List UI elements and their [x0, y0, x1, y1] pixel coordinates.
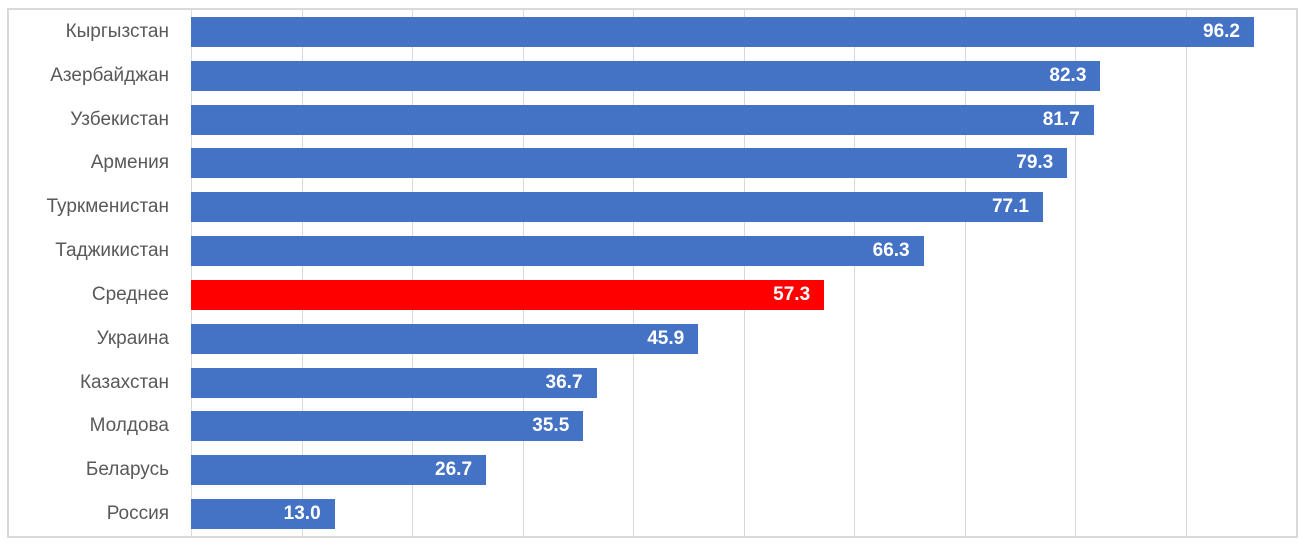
bar-chart: Кыргызстан 96.2 Азербайджан 82.3 Узбекистан 8… [7, 8, 1298, 538]
bar-row: Туркменистан 77.1 [9, 185, 1296, 229]
bar-row: Казахстан 36.7 [9, 361, 1296, 405]
plot-cell: 77.1 [191, 185, 1296, 229]
gridline [743, 10, 745, 536]
bar-row: Украина 45.9 [9, 317, 1296, 361]
plot-cell: 96.2 [191, 10, 1296, 54]
plot-cell: 81.7 [191, 98, 1296, 142]
value-label: 79.3 [1016, 152, 1054, 174]
bar-rows: Кыргызстан 96.2 Азербайджан 82.3 Узбекистан 8… [9, 10, 1296, 536]
value-label: 82.3 [1049, 64, 1087, 86]
category-label: Среднее [91, 283, 169, 305]
bar: 35.5 [191, 411, 584, 442]
plot-cell: 82.3 [191, 54, 1296, 98]
bar-row: Молдова 35.5 [9, 404, 1296, 448]
category-label: Узбекистан [70, 108, 169, 130]
bar-row: Среднее 57.3 [9, 273, 1296, 317]
plot-cell: 79.3 [191, 141, 1296, 185]
category-label: Таджикистан [55, 240, 169, 262]
plot-cell: 13.0 [191, 492, 1296, 536]
bar: 81.7 [191, 104, 1094, 135]
bar-row: Армения 79.3 [9, 141, 1296, 185]
bar: 66.3 [191, 236, 924, 267]
value-label: 57.3 [773, 283, 811, 305]
gridline [964, 10, 966, 536]
plot-cell: 35.5 [191, 404, 1296, 448]
bar-average-highlight: 57.3 [191, 279, 825, 310]
gridline [522, 10, 524, 536]
category-label: Армения [90, 152, 169, 174]
category-label: Туркменистан [46, 196, 170, 218]
category-label: Азербайджан [50, 64, 169, 86]
plot-cell: 66.3 [191, 229, 1296, 273]
gridline [191, 10, 192, 536]
value-label: 45.9 [647, 327, 685, 349]
bar-row: Россия 13.0 [9, 492, 1296, 536]
bar-row: Беларусь 26.7 [9, 448, 1296, 492]
value-label: 35.5 [532, 415, 570, 437]
value-label: 26.7 [435, 459, 473, 481]
gridlines-layer [191, 10, 1297, 536]
gridline [412, 10, 413, 536]
plot-cell: 57.3 [191, 273, 1296, 317]
bar-row: Узбекистан 81.7 [9, 98, 1296, 142]
category-label: Кыргызстан [65, 20, 169, 42]
bar-row: Азербайджан 82.3 [9, 54, 1296, 98]
value-label: 77.1 [991, 196, 1029, 218]
bar: 77.1 [191, 192, 1043, 223]
bar: 79.3 [191, 148, 1068, 179]
category-label: Украина [96, 327, 169, 349]
bar: 36.7 [191, 367, 597, 398]
value-label: 66.3 [872, 240, 910, 262]
gridline [301, 10, 303, 536]
category-label: Беларусь [85, 459, 169, 481]
gridline [854, 10, 855, 536]
gridline [1075, 10, 1076, 536]
bar-row: Кыргызстан 96.2 [9, 10, 1296, 54]
bar-row: Таджикистан 66.3 [9, 229, 1296, 273]
value-label: 13.0 [283, 503, 321, 525]
plot-cell: 36.7 [191, 361, 1296, 405]
category-label: Казахстан [79, 371, 169, 393]
value-label: 81.7 [1042, 108, 1080, 130]
bar: 45.9 [191, 323, 699, 354]
bar: 26.7 [191, 455, 487, 486]
bar: 13.0 [191, 499, 335, 530]
gridline [1296, 10, 1297, 536]
category-label: Россия [106, 503, 169, 525]
bar: 96.2 [191, 16, 1254, 47]
category-label: Молдова [89, 415, 169, 437]
plot-cell: 45.9 [191, 317, 1296, 361]
value-label: 36.7 [545, 371, 583, 393]
gridline [633, 10, 634, 536]
bar: 82.3 [191, 60, 1101, 91]
plot-cell: 26.7 [191, 448, 1296, 492]
value-label: 96.2 [1203, 20, 1240, 42]
gridline [1185, 10, 1187, 536]
